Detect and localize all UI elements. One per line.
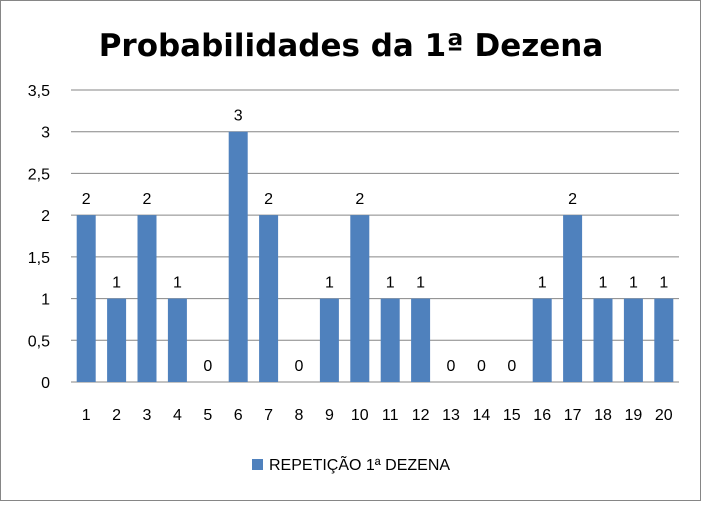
- data-label: 2: [355, 191, 364, 208]
- legend-label: REPETIÇÃO 1ª DEZENA: [269, 454, 450, 474]
- x-tick-label: 14: [473, 407, 491, 424]
- y-tick-label: 3,5: [28, 83, 50, 100]
- bar: [350, 215, 370, 382]
- y-tick-label: 2,5: [28, 166, 50, 183]
- legend: REPETIÇÃO 1ª DEZENA: [252, 454, 450, 474]
- bar: [228, 131, 248, 382]
- bar: [411, 298, 431, 382]
- x-tick-label: 2: [112, 407, 121, 424]
- data-label: 0: [477, 358, 486, 375]
- x-tick-label: 4: [173, 407, 182, 424]
- y-tick-label: 3: [41, 125, 50, 142]
- data-label: 1: [659, 275, 668, 292]
- data-label: 1: [112, 275, 121, 292]
- legend-swatch: [252, 459, 263, 470]
- data-label: 2: [568, 191, 577, 208]
- bar: [137, 215, 157, 382]
- y-tick-label: 0: [41, 375, 50, 392]
- bar: [259, 215, 279, 382]
- y-tick-label: 0,5: [28, 333, 50, 350]
- data-label: 3: [234, 108, 243, 125]
- bar: [532, 298, 552, 382]
- bar: [563, 215, 583, 382]
- data-label: 1: [599, 275, 608, 292]
- data-labels: 2 1 2 1 0 3 2 0 1 2 1 1 0 0 0 1 2 1 1 1: [82, 108, 669, 375]
- x-tick-label: 12: [412, 407, 430, 424]
- data-label: 1: [416, 275, 425, 292]
- x-tick-label: 20: [655, 407, 673, 424]
- data-label: 2: [82, 191, 91, 208]
- data-label: 1: [538, 275, 547, 292]
- x-tick-label: 8: [295, 407, 304, 424]
- x-tick-label: 5: [203, 407, 212, 424]
- x-axis-ticks: 1 2 3 4 5 6 7 8 9 10 11 12 13 14 15 16 17 18 19 20: [82, 407, 673, 424]
- x-tick-label: 17: [564, 407, 582, 424]
- bar: [623, 298, 643, 382]
- data-label: 2: [143, 191, 152, 208]
- data-label: 1: [173, 275, 182, 292]
- bar: [654, 298, 674, 382]
- x-tick-label: 18: [594, 407, 612, 424]
- grid-lines: [71, 89, 679, 383]
- bars: [76, 131, 674, 382]
- bar: [593, 298, 613, 382]
- y-tick-label: 2: [41, 208, 50, 225]
- data-label: 0: [447, 358, 456, 375]
- bar: [76, 215, 96, 382]
- x-tick-label: 3: [143, 407, 152, 424]
- y-tick-label: 1: [41, 292, 50, 309]
- x-tick-label: 13: [442, 407, 460, 424]
- x-tick-label: 7: [264, 407, 273, 424]
- x-tick-label: 16: [533, 407, 551, 424]
- y-axis-ticks: 0 0,5 1 1,5 2 2,5 3 3,5: [28, 83, 50, 392]
- y-tick-label: 1,5: [28, 250, 50, 267]
- data-label: 0: [507, 358, 516, 375]
- x-tick-label: 15: [503, 407, 521, 424]
- x-tick-label: 1: [82, 407, 91, 424]
- data-label: 1: [325, 275, 334, 292]
- data-label: 2: [264, 191, 273, 208]
- data-label: 1: [629, 275, 638, 292]
- x-tick-label: 11: [382, 407, 399, 424]
- data-label: 0: [295, 358, 304, 375]
- data-label: 1: [386, 275, 395, 292]
- chart-title: Probabilidades da 1ª Dezena: [99, 28, 604, 64]
- data-label: 0: [203, 358, 212, 375]
- x-tick-label: 10: [351, 407, 369, 424]
- bar: [107, 298, 127, 382]
- bar: [380, 298, 400, 382]
- x-tick-label: 19: [625, 407, 643, 424]
- x-tick-label: 9: [325, 407, 334, 424]
- x-tick-label: 6: [234, 407, 243, 424]
- bar: [167, 298, 187, 382]
- bar: [319, 298, 339, 382]
